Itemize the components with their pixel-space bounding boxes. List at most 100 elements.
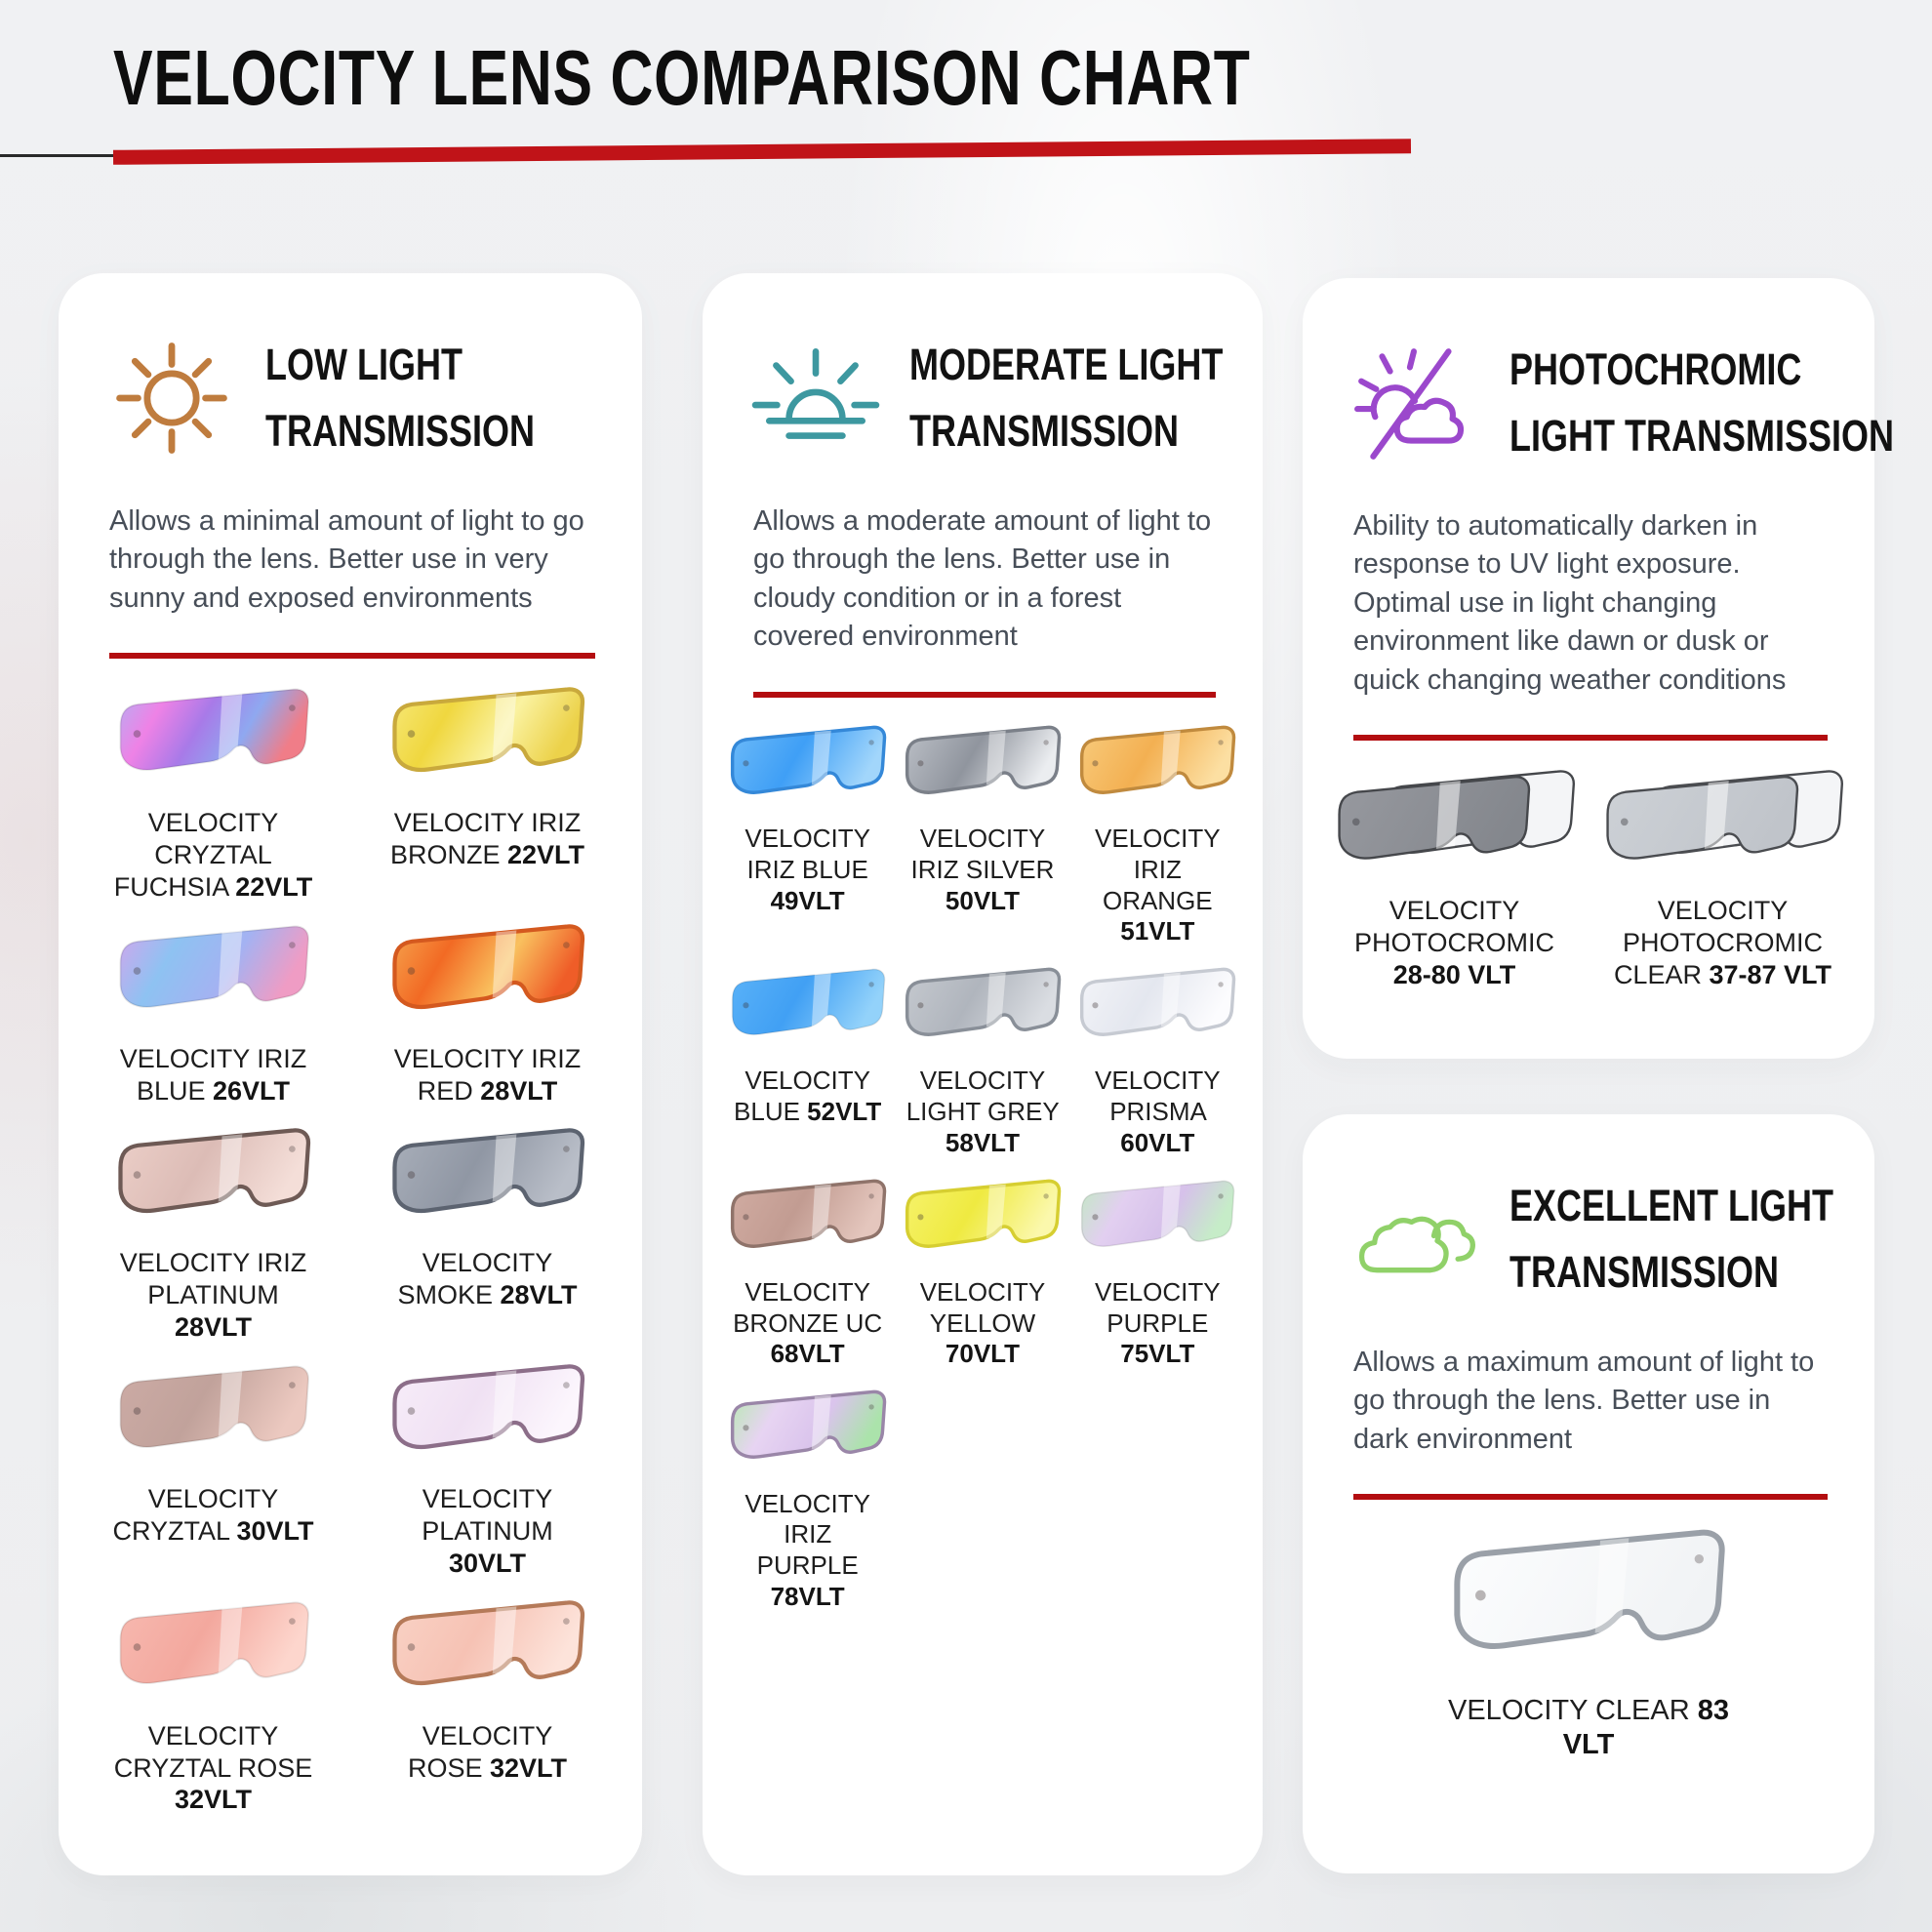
lens-name: VELOCITY IRIZ BLUE	[119, 1043, 307, 1106]
photochromic-card: PHOTOCHROMIC LIGHT TRANSMISSION Ability to…	[1303, 278, 1894, 1059]
lens-name: VELOCITY LIGHT GREY	[906, 1066, 1060, 1127]
lens-vlt: 32VLT	[174, 1785, 253, 1815]
lens-caption: VELOCITY IRIZ BLUE 26VLT	[110, 1043, 317, 1107]
lens-image	[1454, 1529, 1725, 1650]
lens-name: VELOCITY IRIZ BRONZE	[389, 807, 582, 869]
lens-item: VELOCITY PHOTOCROMIC CLEAR 37-87 VLT	[1598, 766, 1848, 991]
lens-vlt: 32VLT	[490, 1752, 568, 1783]
lens-caption: VELOCITY IRIZ RED 28VLT	[384, 1043, 591, 1107]
card-heading-line: LOW LIGHT	[265, 340, 463, 389]
lens-vlt: 22VLT	[235, 871, 313, 902]
card-heading-line: TRANSMISSION	[909, 405, 1180, 456]
lens-image	[905, 967, 1062, 1036]
lens-vlt: 60VLT	[1120, 1127, 1195, 1157]
lens-name: VELOCITY CRYZTAL	[112, 1484, 279, 1547]
lens-image	[119, 925, 309, 1008]
lens-image	[905, 725, 1062, 794]
page-title: VELOCITY LENS COMPARISON CHART	[113, 34, 1251, 121]
lens-caption: VELOCITY IRIZ PLATINUM 28VLT	[110, 1247, 317, 1344]
lens-item: VELOCITY IRIZ BRONZE 22VLT	[384, 684, 591, 870]
lens-caption: VELOCITY IRIZ BRONZE 22VLT	[384, 807, 591, 871]
card-divider	[109, 653, 595, 660]
lens-item: VELOCITY PLATINUM 30VLT	[384, 1361, 591, 1580]
lens-vlt: 68VLT	[770, 1339, 845, 1369]
card-heading-line: MODERATE LIGHT	[909, 340, 1224, 389]
lens-item: VELOCITY YELLOW 70VLT	[900, 1177, 1066, 1371]
lens-caption: VELOCITY PURPLE 75VLT	[1079, 1277, 1235, 1370]
card-heading-line: TRANSMISSION	[265, 405, 536, 456]
lens-vlt: 28VLT	[480, 1075, 558, 1106]
lens-image	[1337, 770, 1575, 860]
lens-name: VELOCITY BRONZE UC	[733, 1277, 883, 1338]
card-divider	[1353, 1494, 1828, 1501]
card-divider	[1353, 735, 1828, 742]
title-rule	[112, 139, 1412, 165]
lens-image	[391, 1364, 584, 1450]
lens-item: VELOCITY IRIZ PURPLE 78VLT	[725, 1388, 891, 1612]
lens-item: VELOCITY IRIZ PLATINUM 28VLT	[110, 1125, 317, 1344]
lens-image	[731, 968, 885, 1036]
lens-vlt: 70VLT	[945, 1339, 1021, 1369]
lens-name: VELOCITY PLATINUM	[422, 1484, 553, 1547]
lens-item: VELOCITY CRYZTAL 30VLT	[110, 1361, 317, 1548]
photochromic-icon	[1351, 339, 1480, 467]
title-tick	[0, 154, 117, 157]
lens-name: VELOCITY IRIZ RED	[393, 1043, 582, 1106]
lens-image	[1080, 725, 1236, 794]
lens-vlt: 22VLT	[507, 839, 585, 869]
lens-caption: VELOCITY CRYZTAL ROSE 32VLT	[110, 1720, 317, 1817]
lens-name: VELOCITY IRIZ PLATINUM	[119, 1248, 307, 1310]
lens-caption: VELOCITY SMOKE 28VLT	[384, 1247, 591, 1311]
lens-image	[730, 1179, 886, 1248]
lens-item: VELOCITY SMOKE 28VLT	[384, 1125, 591, 1311]
lens-grid: VELOCITY IRIZ BLUE 49VLT VELOCITY IRIZ SI…	[703, 698, 1263, 1613]
moderate-light-card: MODERATE LIGHT TRANSMISSION Allows a moder…	[703, 273, 1263, 1875]
lens-vlt: 26VLT	[213, 1075, 291, 1106]
lens-caption: VELOCITY LIGHT GREY 58VLT	[905, 1066, 1061, 1158]
lens-vlt: 51VLT	[1120, 916, 1195, 946]
lens-vlt: 28VLT	[500, 1280, 578, 1310]
lens-item: VELOCITY CRYZTAL ROSE 32VLT	[110, 1597, 317, 1816]
lens-caption: VELOCITY IRIZ BLUE 49VLT	[730, 824, 886, 916]
card-description: Allows a minimal amount of light to go t…	[109, 505, 584, 614]
sunrise-icon	[751, 334, 880, 463]
card-heading: LOW LIGHT TRANSMISSION	[265, 332, 535, 463]
card-heading-line: TRANSMISSION	[1509, 1246, 1780, 1297]
card-description: Allows a maximum amount of light to go t…	[1353, 1347, 1815, 1455]
lens-item: VELOCITY CRYZTAL FUCHSIA 22VLT	[110, 684, 317, 903]
lens-vlt: 50VLT	[945, 885, 1021, 915]
lens-name: VELOCITY IRIZ SILVER	[910, 824, 1055, 884]
lens-caption: VELOCITY YELLOW 70VLT	[905, 1277, 1061, 1370]
card-divider	[753, 691, 1216, 698]
lens-image	[730, 1389, 886, 1460]
lens-grid: VELOCITY CRYZTAL FUCHSIA 22VLT VELOCITY I…	[59, 659, 642, 1816]
lens-image	[1080, 967, 1236, 1036]
lens-item: VELOCITY PHOTOCROMIC 28-80 VLT	[1330, 766, 1580, 991]
low-light-card: LOW LIGHT TRANSMISSION Allows a minimal am…	[59, 273, 642, 1875]
lens-name: VELOCITY CLEAR	[1448, 1694, 1690, 1726]
lens-item: VELOCITY IRIZ RED 28VLT	[384, 921, 591, 1107]
card-heading-line: EXCELLENT LIGHT	[1509, 1181, 1833, 1230]
lens-name: VELOCITY PHOTOCROMIC CLEAR	[1613, 896, 1823, 990]
lens-name: VELOCITY ROSE	[407, 1720, 553, 1783]
lens-image	[730, 725, 886, 794]
lens-name: VELOCITY PURPLE	[1095, 1277, 1221, 1338]
lens-vlt: 58VLT	[945, 1127, 1021, 1157]
lens-image	[119, 688, 309, 772]
lens-name: VELOCITY PRISMA	[1095, 1066, 1221, 1127]
lens-item: VELOCITY IRIZ BLUE 49VLT	[725, 723, 891, 917]
excellent-light-card: EXCELLENT LIGHT TRANSMISSION Allows a maxi…	[1303, 1114, 1874, 1873]
lens-name: VELOCITY SMOKE	[397, 1248, 553, 1310]
lens-vlt: 83 VLT	[1562, 1694, 1729, 1761]
lens-image	[119, 1365, 309, 1448]
lens-image	[391, 923, 584, 1009]
lens-name: VELOCITY CRYZTAL ROSE	[113, 1720, 313, 1783]
lens-name: VELOCITY YELLOW	[919, 1277, 1046, 1338]
lens-item: VELOCITY PRISMA 60VLT	[1074, 965, 1240, 1159]
card-heading-line: LIGHT TRANSMISSION	[1509, 410, 1894, 461]
lens-name: VELOCITY PHOTOCROMIC	[1353, 896, 1554, 958]
card-header: EXCELLENT LIGHT TRANSMISSION	[1303, 1114, 1874, 1305]
card-heading: MODERATE LIGHT TRANSMISSION	[909, 332, 1223, 463]
lens-name: VELOCITY BLUE	[734, 1066, 870, 1127]
lens-item: VELOCITY PURPLE 75VLT	[1074, 1177, 1240, 1371]
